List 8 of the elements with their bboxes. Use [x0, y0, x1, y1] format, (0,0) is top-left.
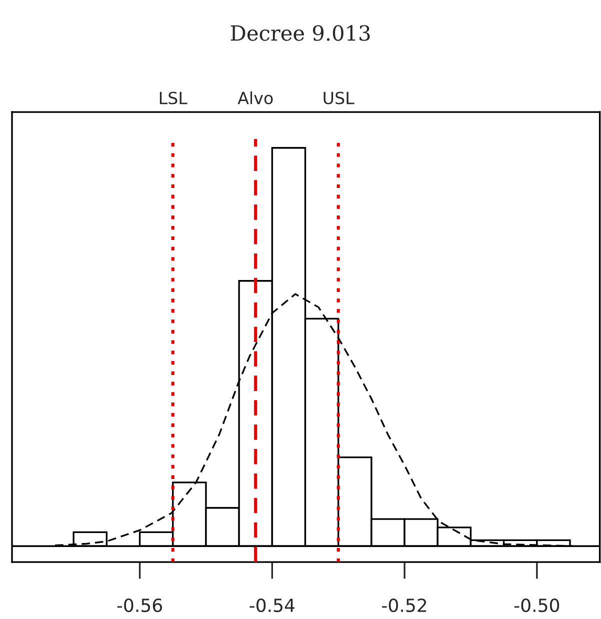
x-tick-label: -0.56: [117, 598, 162, 612]
ref-line-label: Alvo: [238, 91, 273, 104]
x-tick-label: -0.54: [250, 598, 294, 612]
ref-line-label: LSL: [160, 92, 188, 104]
x-tick-label: -0.52: [382, 598, 426, 612]
chart-title: Decree 9.013: [230, 25, 370, 41]
ref-line-label: USL: [324, 92, 354, 104]
x-tick-label: -0.50: [514, 598, 560, 612]
